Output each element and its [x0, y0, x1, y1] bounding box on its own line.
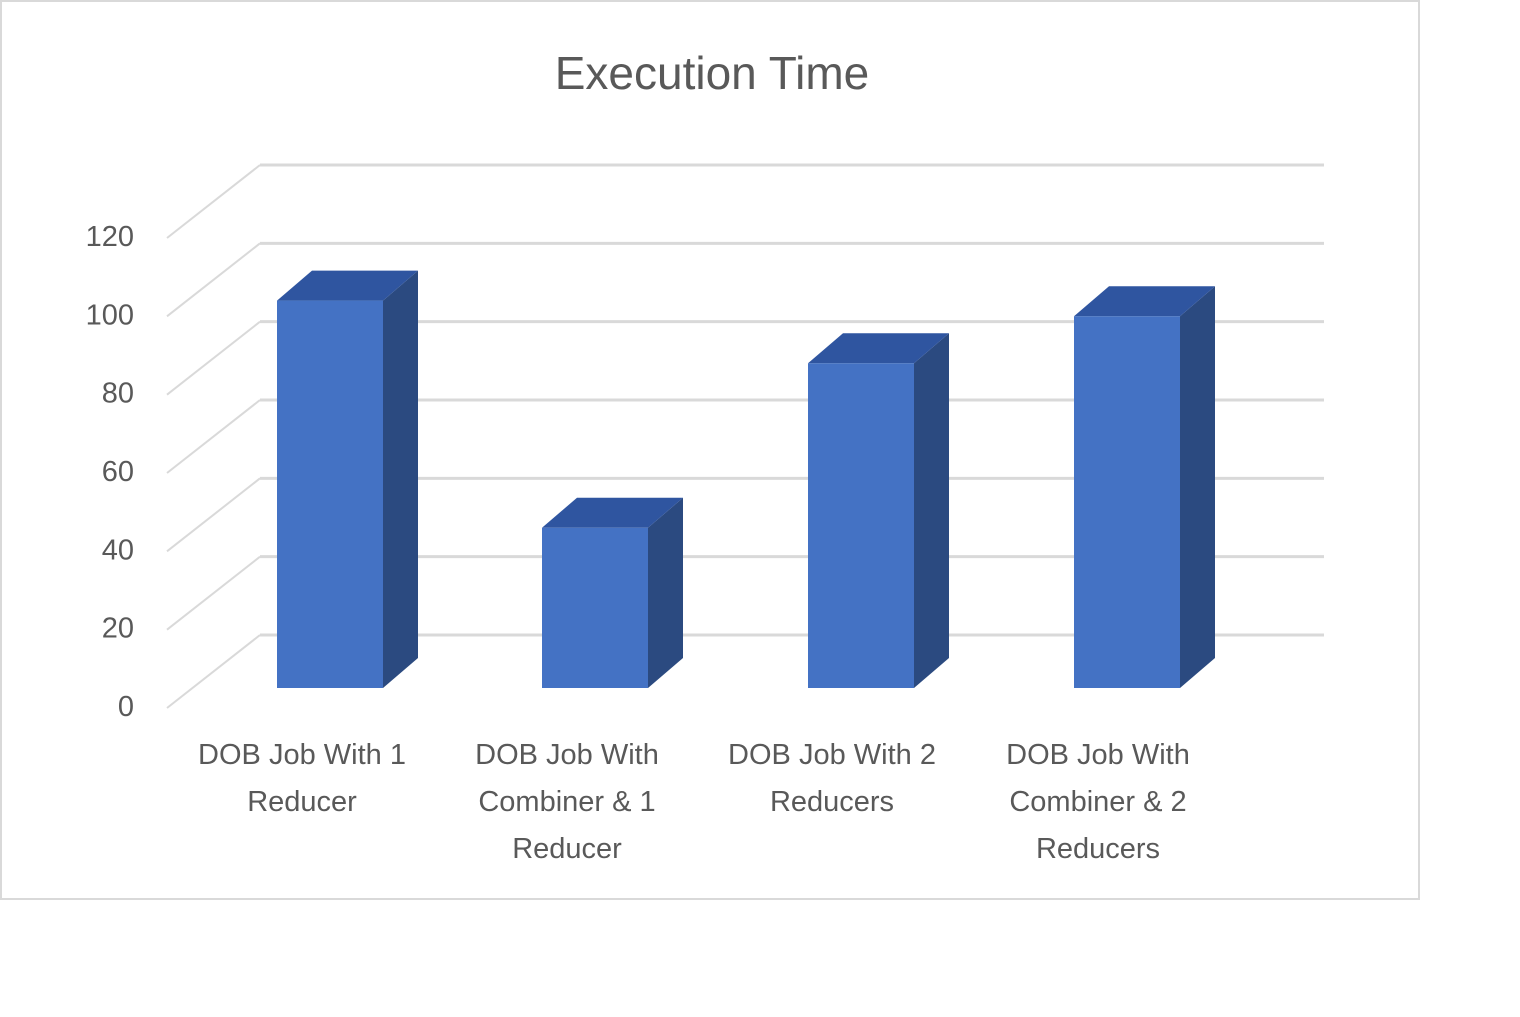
gridline: [166, 241, 1324, 318]
bar: [808, 333, 949, 688]
y-tick-label: 0: [118, 691, 134, 723]
x-category-label: DOB Job With Combiner & 1 Reducer: [475, 739, 659, 865]
bar: [1074, 286, 1215, 688]
bar: [277, 270, 418, 688]
bar: [542, 497, 683, 688]
chart-frame: Execution Time 0 20 40 60 80 100 120 DOB Job W…: [0, 0, 1420, 900]
y-tick-label: 120: [86, 221, 134, 253]
gridline: [166, 163, 1324, 239]
y-tick-label: 20: [102, 613, 134, 645]
execution-time-chart: Execution Time 0 20 40 60 80 100 120 DOB Job W…: [86, 47, 1324, 865]
x-axis-categories: DOB Job With 1 Reducer DOB Job With Combine…: [198, 739, 1190, 865]
x-category-label: DOB Job With 2 Reducers: [728, 739, 936, 818]
y-axis-ticks: 0 20 40 60 80 100 120: [86, 221, 134, 723]
y-tick-label: 80: [102, 378, 134, 410]
y-tick-label: 60: [102, 456, 134, 488]
x-category-label: DOB Job With Combiner & 2 Reducers: [1006, 739, 1190, 865]
chart-title: Execution Time: [555, 47, 869, 99]
bars: [277, 270, 1215, 688]
y-tick-label: 100: [86, 299, 134, 331]
x-category-label: DOB Job With 1 Reducer: [198, 739, 406, 818]
y-tick-label: 40: [102, 534, 134, 566]
